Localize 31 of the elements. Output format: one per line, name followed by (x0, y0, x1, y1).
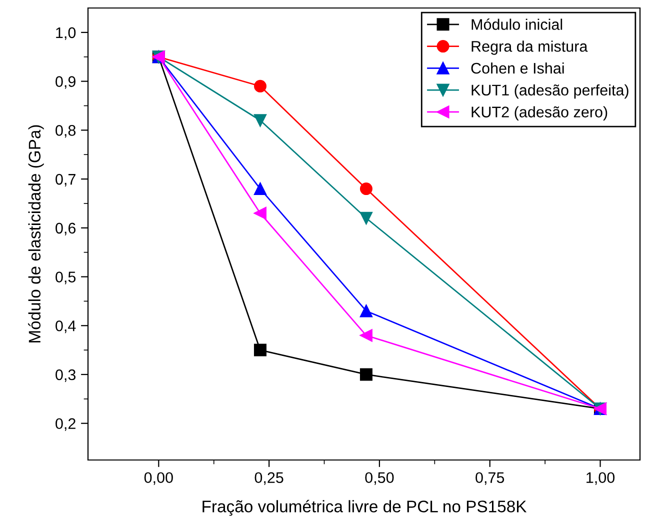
y-tick-label: 0,3 (56, 369, 76, 382)
y-tick-label: 0,9 (56, 76, 76, 89)
point (360, 212, 372, 224)
point (360, 368, 372, 381)
x-tick-label: 0,25 (254, 472, 284, 485)
x-tick-label: 1,00 (586, 472, 615, 485)
legend-label: KUT2 (adesão zero) (472, 106, 608, 120)
y-tick-label: 0,5 (56, 272, 76, 284)
y-tick-label: 0,4 (56, 320, 76, 334)
point (254, 114, 266, 127)
x-tick-label: 0,50 (365, 472, 394, 485)
x-tick-label: 0,00 (144, 472, 173, 485)
y-tick-label: 0,8 (56, 125, 76, 138)
y-axis-title: Módulo de elasticidade (GPa) (28, 125, 44, 342)
point (254, 344, 266, 356)
y-tick-label: 0,7 (56, 174, 76, 187)
x-axis-title: Fração volumétrica livre de PCL no PS158K (202, 500, 527, 516)
y-tick-label: 0,2 (56, 418, 76, 431)
point (360, 329, 372, 342)
legend-label: Módulo inicial (472, 18, 562, 30)
point (360, 304, 372, 318)
y-tick-label: 0,6 (56, 222, 76, 236)
y-tick-label: 1,0 (56, 27, 76, 40)
point (360, 182, 372, 196)
x-tick-label: 0,75 (476, 472, 504, 485)
legend-label: Cohen e Ishai (471, 62, 564, 74)
legend-label: Regra da mistura (472, 40, 588, 55)
legend-label: KUT1 (adesão perfeita) (472, 84, 628, 99)
point (254, 80, 266, 92)
point (254, 182, 266, 196)
point (254, 206, 266, 220)
